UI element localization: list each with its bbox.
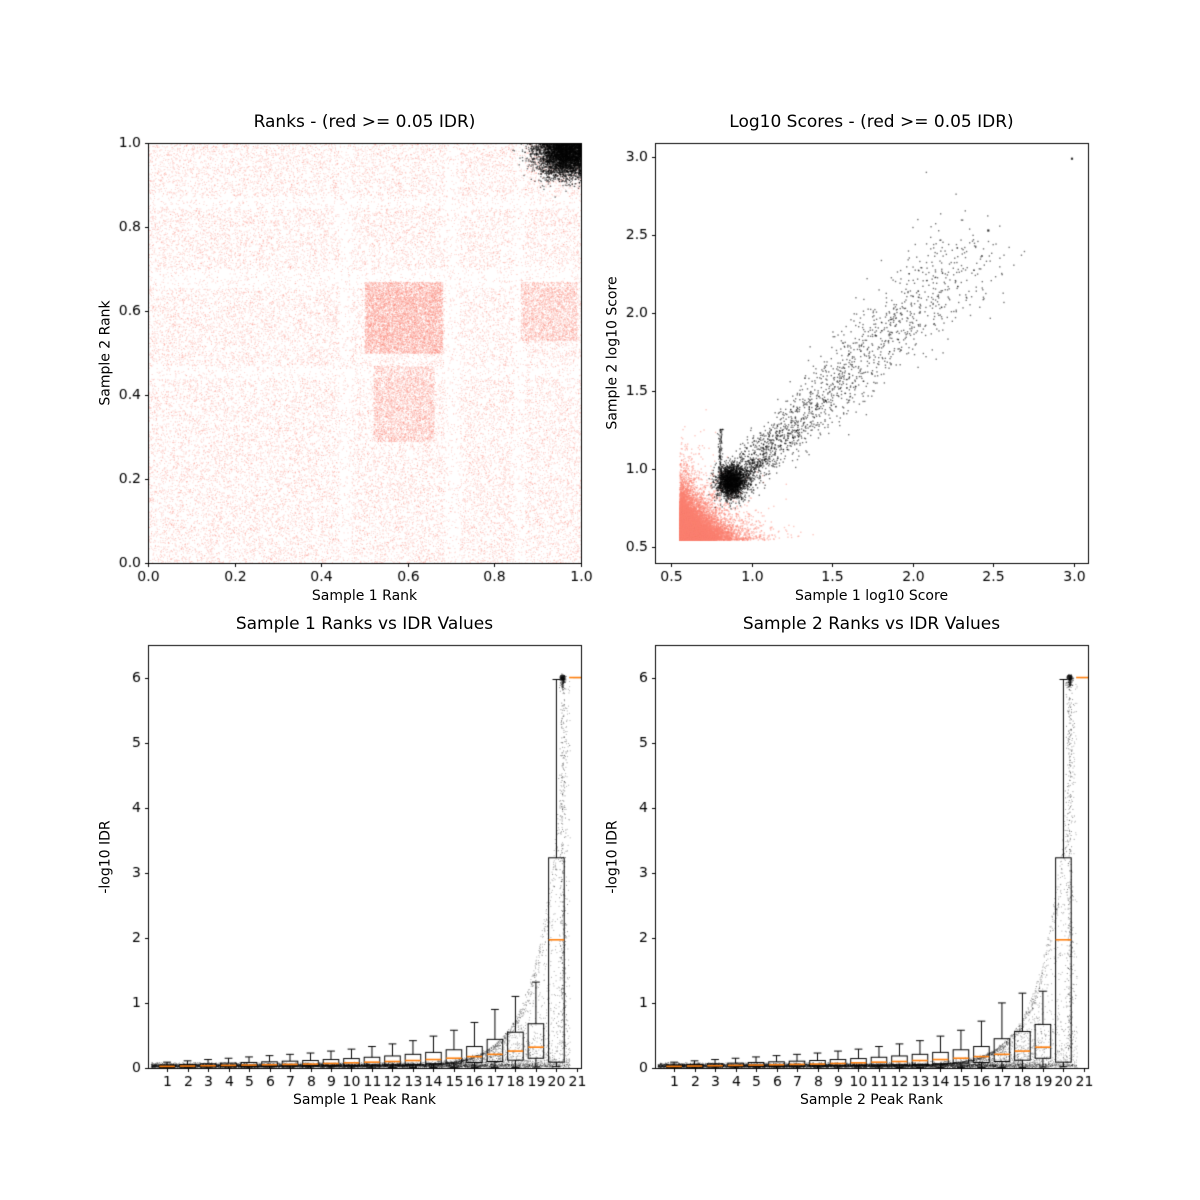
sample2-idr-box-canvas [609,637,1102,1102]
ranks-xaxis-label: Sample 1 Rank [311,588,418,604]
ranks-yaxis-label: Sample 2 Rank [98,300,114,406]
sample2-idr-yaxis-label-wrap: -log10 IDR [602,645,624,1068]
sample2-idr-xaxis-label: Sample 2 Peak Rank [800,1092,943,1108]
scores-scatter-canvas [609,135,1102,597]
ranks-yaxis-label-wrap: Sample 2 Rank [95,143,117,563]
scores-yaxis-label-wrap: Sample 2 log10 Score [602,143,624,563]
ranks-scatter-canvas [102,135,595,597]
sample1-idr-xaxis-label: Sample 1 Peak Rank [293,1092,436,1108]
sample2-idr-plot-title: Sample 2 Ranks vs IDR Values [742,614,1001,634]
scores-plot-title: Log10 Scores - (red >= 0.05 IDR) [729,112,1014,132]
sample1-idr-yaxis-label: -log10 IDR [98,819,115,894]
scores-xaxis-label: Sample 1 log10 Score [794,588,949,604]
scores-yaxis-label: Sample 2 log10 Score [605,276,621,430]
sample1-idr-yaxis-label-wrap: -log10 IDR [95,645,117,1068]
sample2-idr-yaxis-label: -log10 IDR [605,819,622,894]
ranks-plot-title: Ranks - (red >= 0.05 IDR) [253,112,476,132]
sample1-idr-plot-title: Sample 1 Ranks vs IDR Values [235,614,494,634]
sample1-idr-box-canvas [102,637,595,1102]
